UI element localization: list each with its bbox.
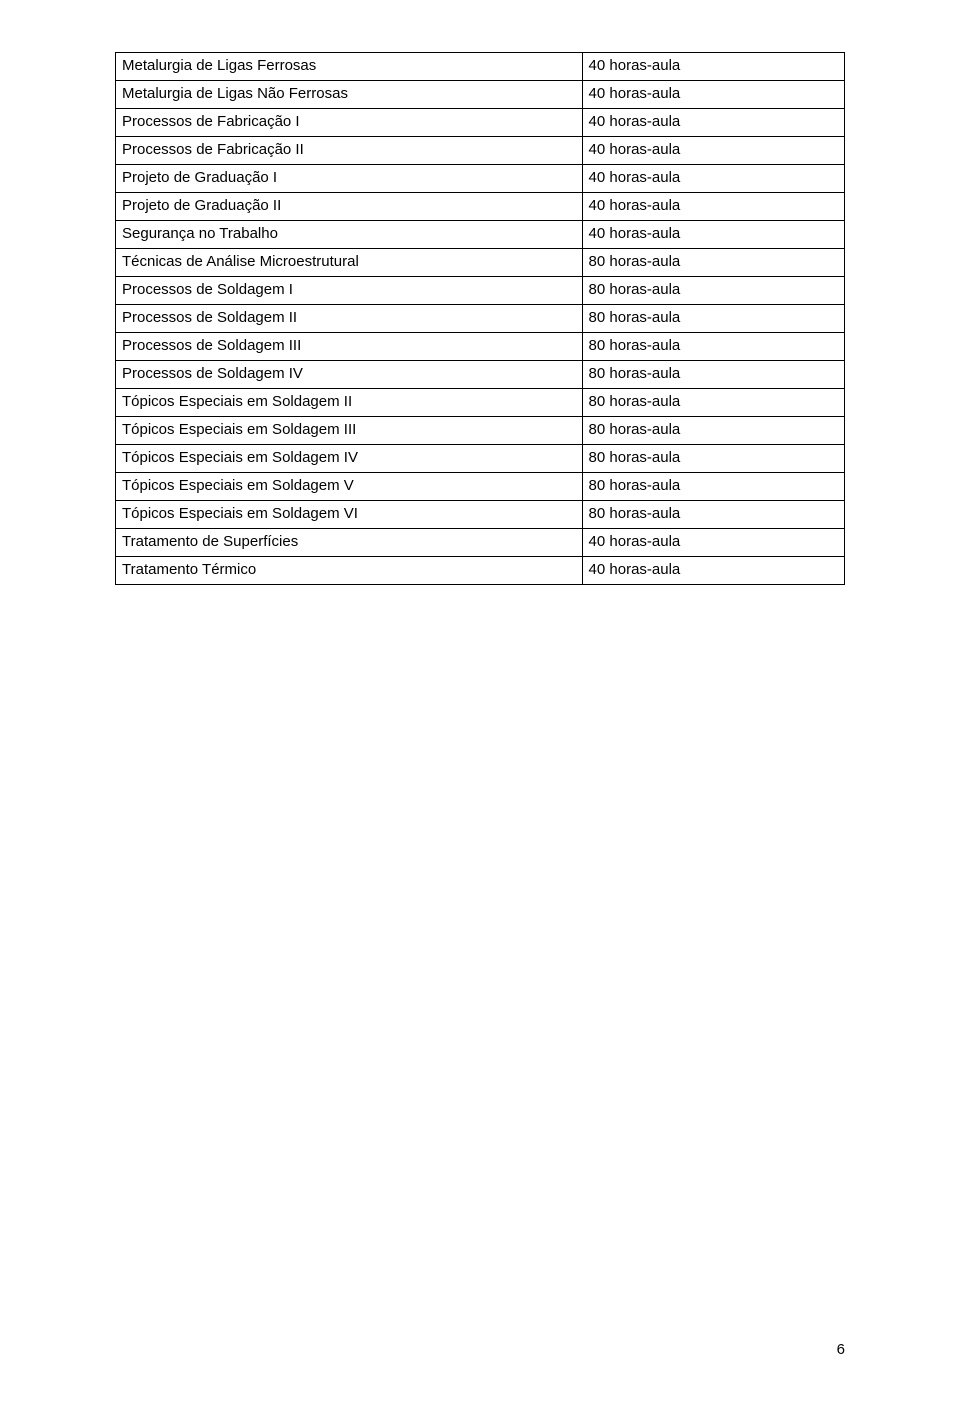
table-row: Tópicos Especiais em Soldagem III80 hora… xyxy=(116,417,845,445)
course-name-cell: Tratamento Térmico xyxy=(116,557,583,585)
course-name-cell: Processos de Soldagem IV xyxy=(116,361,583,389)
course-hours-cell: 80 horas-aula xyxy=(582,305,844,333)
course-hours-cell: 80 horas-aula xyxy=(582,473,844,501)
course-name-cell: Tópicos Especiais em Soldagem IV xyxy=(116,445,583,473)
courses-table: Metalurgia de Ligas Ferrosas40 horas-aul… xyxy=(115,52,845,585)
course-name-cell: Tópicos Especiais em Soldagem VI xyxy=(116,501,583,529)
page-number: 6 xyxy=(837,1341,845,1358)
course-name-cell: Processos de Soldagem II xyxy=(116,305,583,333)
course-hours-cell: 40 horas-aula xyxy=(582,109,844,137)
course-name-cell: Metalurgia de Ligas Não Ferrosas xyxy=(116,81,583,109)
course-hours-cell: 80 horas-aula xyxy=(582,501,844,529)
table-row: Processos de Soldagem II80 horas-aula xyxy=(116,305,845,333)
table-row: Metalurgia de Ligas Não Ferrosas40 horas… xyxy=(116,81,845,109)
course-hours-cell: 40 horas-aula xyxy=(582,81,844,109)
course-hours-cell: 40 horas-aula xyxy=(582,557,844,585)
course-name-cell: Metalurgia de Ligas Ferrosas xyxy=(116,53,583,81)
course-name-cell: Processos de Soldagem III xyxy=(116,333,583,361)
course-hours-cell: 80 horas-aula xyxy=(582,249,844,277)
table-row: Processos de Fabricação II40 horas-aula xyxy=(116,137,845,165)
course-name-cell: Processos de Fabricação I xyxy=(116,109,583,137)
table-row: Tópicos Especiais em Soldagem VI80 horas… xyxy=(116,501,845,529)
course-name-cell: Processos de Fabricação II xyxy=(116,137,583,165)
course-hours-cell: 80 horas-aula xyxy=(582,389,844,417)
course-hours-cell: 40 horas-aula xyxy=(582,193,844,221)
table-row: Tópicos Especiais em Soldagem II80 horas… xyxy=(116,389,845,417)
course-hours-cell: 40 horas-aula xyxy=(582,529,844,557)
page: Metalurgia de Ligas Ferrosas40 horas-aul… xyxy=(0,0,960,1414)
course-name-cell: Tratamento de Superfícies xyxy=(116,529,583,557)
table-row: Processos de Soldagem III80 horas-aula xyxy=(116,333,845,361)
courses-table-body: Metalurgia de Ligas Ferrosas40 horas-aul… xyxy=(116,53,845,585)
course-hours-cell: 80 horas-aula xyxy=(582,277,844,305)
course-name-cell: Tópicos Especiais em Soldagem II xyxy=(116,389,583,417)
course-name-cell: Técnicas de Análise Microestrutural xyxy=(116,249,583,277)
course-hours-cell: 40 horas-aula xyxy=(582,53,844,81)
course-name-cell: Processos de Soldagem I xyxy=(116,277,583,305)
course-hours-cell: 40 horas-aula xyxy=(582,165,844,193)
course-hours-cell: 80 horas-aula xyxy=(582,417,844,445)
course-hours-cell: 40 horas-aula xyxy=(582,221,844,249)
table-row: Segurança no Trabalho40 horas-aula xyxy=(116,221,845,249)
course-name-cell: Segurança no Trabalho xyxy=(116,221,583,249)
course-name-cell: Projeto de Graduação I xyxy=(116,165,583,193)
table-row: Processos de Fabricação I40 horas-aula xyxy=(116,109,845,137)
course-hours-cell: 40 horas-aula xyxy=(582,137,844,165)
table-row: Tópicos Especiais em Soldagem V80 horas-… xyxy=(116,473,845,501)
course-name-cell: Projeto de Graduação II xyxy=(116,193,583,221)
table-row: Processos de Soldagem IV80 horas-aula xyxy=(116,361,845,389)
table-row: Projeto de Graduação I40 horas-aula xyxy=(116,165,845,193)
table-row: Projeto de Graduação II40 horas-aula xyxy=(116,193,845,221)
course-hours-cell: 80 horas-aula xyxy=(582,361,844,389)
table-row: Tratamento de Superfícies40 horas-aula xyxy=(116,529,845,557)
course-name-cell: Tópicos Especiais em Soldagem V xyxy=(116,473,583,501)
table-row: Tópicos Especiais em Soldagem IV80 horas… xyxy=(116,445,845,473)
course-name-cell: Tópicos Especiais em Soldagem III xyxy=(116,417,583,445)
table-row: Tratamento Térmico40 horas-aula xyxy=(116,557,845,585)
table-row: Metalurgia de Ligas Ferrosas40 horas-aul… xyxy=(116,53,845,81)
table-row: Processos de Soldagem I80 horas-aula xyxy=(116,277,845,305)
course-hours-cell: 80 horas-aula xyxy=(582,445,844,473)
course-hours-cell: 80 horas-aula xyxy=(582,333,844,361)
table-row: Técnicas de Análise Microestrutural80 ho… xyxy=(116,249,845,277)
